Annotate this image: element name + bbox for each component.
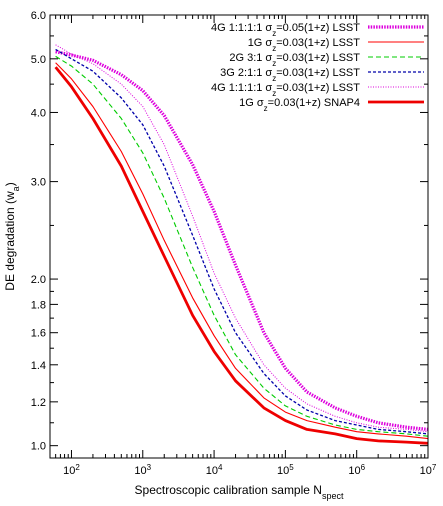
series-line-5 [55,44,429,433]
y-tick-label: 3.0 [31,177,46,189]
x-tick-label: 105 [277,463,294,478]
legend-label-2: 1G σz=0.03(1+z) LSST [248,37,361,53]
y-tick-label: 5.0 [31,54,46,66]
y-tick-label: 2.0 [31,274,46,286]
series-line-3 [55,55,429,437]
x-tick-label: 102 [63,463,80,478]
y-axis-label: DE degradation (wa) [3,182,21,290]
x-tick-label: 107 [420,463,437,478]
plot-frame [49,14,429,459]
y-tick-label: 1.8 [31,299,46,311]
y-tick-label: 1.0 [31,441,46,453]
series-line-6 [54,66,429,445]
series-line-1 [55,50,429,431]
y-tick-label: 1.2 [31,397,46,409]
ticks-layer: 102 103 104 105 106 107 1.0 1.2 1.4 1.6 1.8 2.0 3.0 4… [31,10,437,477]
series-line-4 [55,48,429,435]
y-tick-label: 4.0 [31,107,46,119]
series-layer [54,44,429,445]
y-tick-label: 1.6 [31,328,46,340]
legend-label-4: 3G 2:1:1 σz=0.03(1+z) LSST [220,67,360,83]
x-tick-label: 106 [348,463,365,478]
y-tick-label: 6.0 [31,10,46,22]
legend-label-5: 4G 1:1:1:1 σz=0.03(1+z) LSST [211,82,360,98]
x-tick-label: 104 [206,463,223,478]
x-axis-label: Spectroscopic calibration sample Nspect [135,483,344,501]
series-line-2 [55,62,429,440]
y-tick-label: 1.4 [31,360,46,372]
legend-label-6: 1G σz=0.03(1+z) SNAP4 [239,97,360,113]
legend-label-1: 4G 1:1:1:1 σz=0.05(1+z) LSST [211,22,360,38]
legend-label-3: 2G 3:1 σz=0.03(1+z) LSST [229,52,360,68]
x-tick-label: 103 [134,463,151,478]
